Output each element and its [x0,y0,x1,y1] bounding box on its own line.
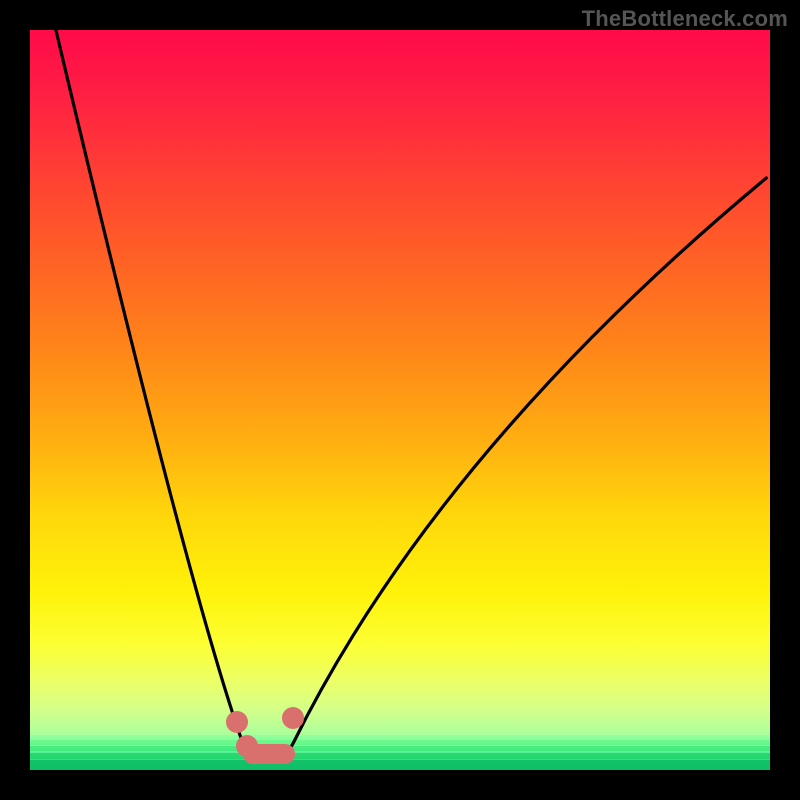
plot-area [30,30,770,770]
curve-marker-dot [226,711,248,733]
curve-marker-dot [282,707,304,729]
bottleneck-curve [30,30,770,770]
v-curve-path [56,30,766,758]
outer-frame: TheBottleneck.com [0,0,800,800]
curve-marker-capsule [243,744,295,764]
watermark-text: TheBottleneck.com [582,6,788,32]
